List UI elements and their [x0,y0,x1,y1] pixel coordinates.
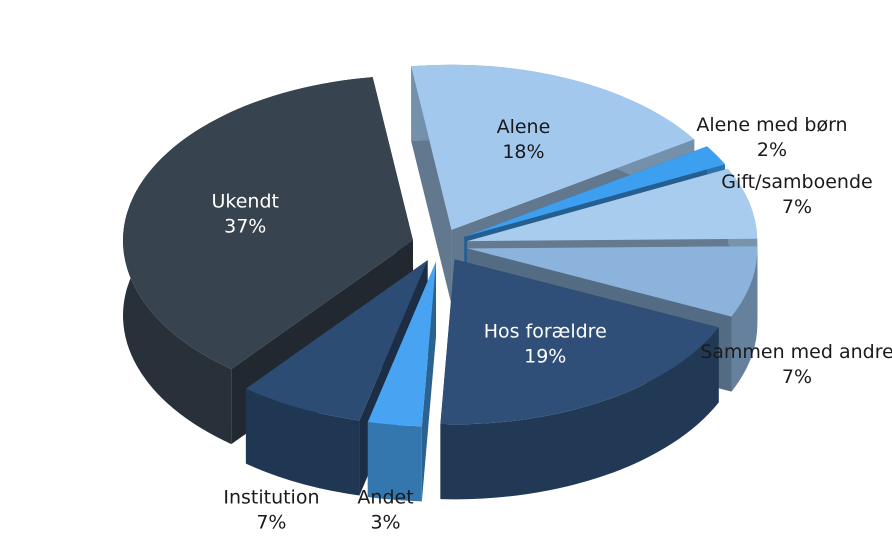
slice-value-label: 7% [256,512,286,534]
slice-top [411,64,695,230]
slice-wall [245,388,360,496]
slice-value-label: 3% [370,512,400,534]
slice-label: Sammen med andre [700,341,892,363]
slice-top [467,168,758,242]
slice-label: Institution [223,487,319,509]
slice-wall [731,246,758,392]
slice-label: Alene [497,116,551,138]
slice-top [123,77,414,370]
slice-value-label: 18% [502,141,544,163]
slice-top [245,260,428,421]
slice [440,259,719,500]
slice-top [440,259,719,425]
slice-value-label: 37% [224,216,266,238]
slice-label: Ukendt [212,191,279,213]
slice-value-label: 2% [757,139,787,161]
slice-top [467,246,758,317]
slice [367,261,437,502]
slice [245,260,428,496]
slice-label: Gift/samboende [721,171,872,193]
slice-top [367,261,437,427]
slice-top [464,146,725,237]
slice-value-label: 7% [782,196,812,218]
slice-value-label: 7% [782,366,812,388]
slice-wall [440,327,719,500]
slice-label: Andet [357,487,413,509]
slice-value-label: 19% [524,345,566,367]
slice-label: Hos forældre [484,320,607,342]
slice-label: Alene med børn [696,114,847,136]
slice-wall [367,422,422,502]
